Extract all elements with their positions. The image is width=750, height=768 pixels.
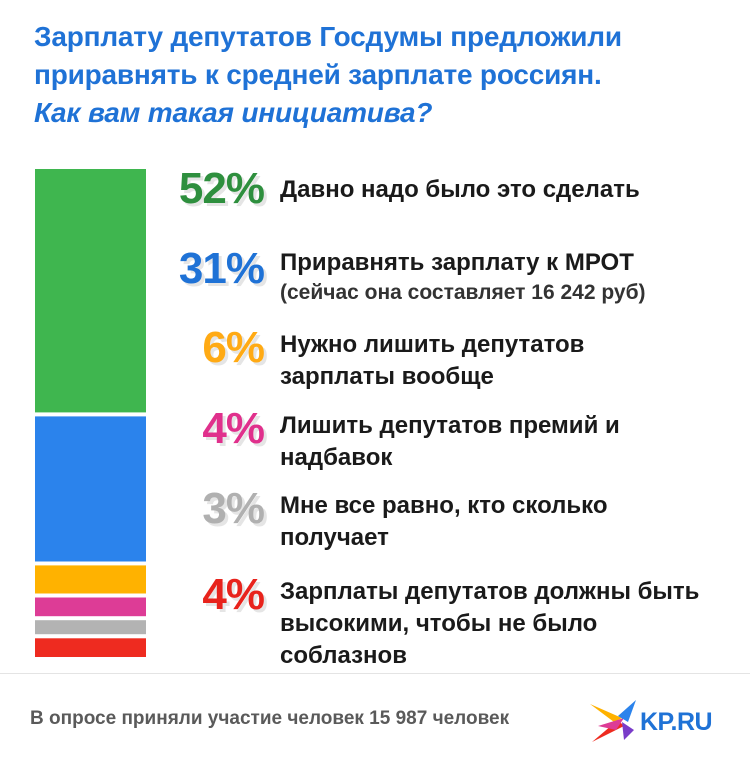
kp-bird-logo-icon bbox=[590, 700, 636, 742]
pct-label: 31% bbox=[178, 244, 265, 293]
answer-text: Мне все равно, кто сколько получает bbox=[280, 492, 608, 551]
answer-row-5: 3% Мне все равно, кто сколько получает bbox=[160, 484, 740, 554]
answer-text: Нужно лишить депутатов зарплаты вообще bbox=[280, 331, 585, 390]
answer-text: Приравнять зарплату к МРОТ bbox=[280, 249, 634, 276]
title-line-2: приравнять к средней зарплате россиян. bbox=[34, 59, 602, 90]
footer-note: В опросе приняли участие человек 15 987 … bbox=[30, 708, 510, 729]
bar-segment-2 bbox=[35, 416, 146, 562]
answer-label: Нужно лишить депутатов зарплаты вообще bbox=[280, 327, 650, 393]
pct-label: 4% bbox=[202, 404, 265, 453]
answer-row-3: 6% Нужно лишить депутатов зарплаты вообщ… bbox=[160, 323, 740, 393]
answer-label: Мне все равно, кто сколько получает bbox=[280, 488, 680, 554]
title-question: Как вам такая инициатива? bbox=[34, 97, 433, 128]
answer-subtext: (сейчас она составляет 16 242 руб) bbox=[280, 281, 646, 304]
answer-row-4: 4% Лишить депутатов премий и надбавок bbox=[160, 404, 740, 474]
title-line-1: Зарплату депутатов Госдумы предложили bbox=[34, 21, 622, 52]
answer-text: Давно надо было это сделать bbox=[280, 176, 640, 203]
footer-divider bbox=[0, 673, 750, 674]
logo-text: KP.RU bbox=[640, 708, 713, 736]
answer-label: Приравнять зарплату к МРОТ (сейчас она с… bbox=[280, 248, 646, 308]
bar-segment-3 bbox=[35, 565, 146, 594]
answer-label: Лишить депутатов премий и надбавок bbox=[280, 408, 670, 474]
pct-label: 3% bbox=[202, 484, 265, 533]
answer-text: Лишить депутатов премий и надбавок bbox=[280, 412, 620, 471]
bar-segment-5 bbox=[35, 620, 146, 635]
answer-text: Зарплаты депутатов должны быть высокими,… bbox=[280, 578, 700, 669]
answer-label: Зарплаты депутатов должны быть высокими,… bbox=[280, 574, 710, 672]
bar-segment-1 bbox=[35, 169, 146, 413]
answer-row-2: 31% Приравнять зарплату к МРОТ (сейчас о… bbox=[160, 244, 740, 308]
chart-title: Зарплату депутатов Госдумы предложили пр… bbox=[34, 18, 734, 132]
pct-label: 6% bbox=[202, 323, 265, 372]
answer-row-1: 52% Давно надо было это сделать bbox=[160, 164, 740, 213]
answer-row-6: 4% Зарплаты депутатов должны быть высоки… bbox=[160, 570, 740, 672]
pct-label: 4% bbox=[202, 570, 265, 619]
answer-label: Давно надо было это сделать bbox=[280, 168, 640, 206]
bar-segment-4 bbox=[35, 597, 146, 617]
pct-label: 52% bbox=[178, 164, 265, 213]
bar-segment-6 bbox=[35, 638, 146, 657]
